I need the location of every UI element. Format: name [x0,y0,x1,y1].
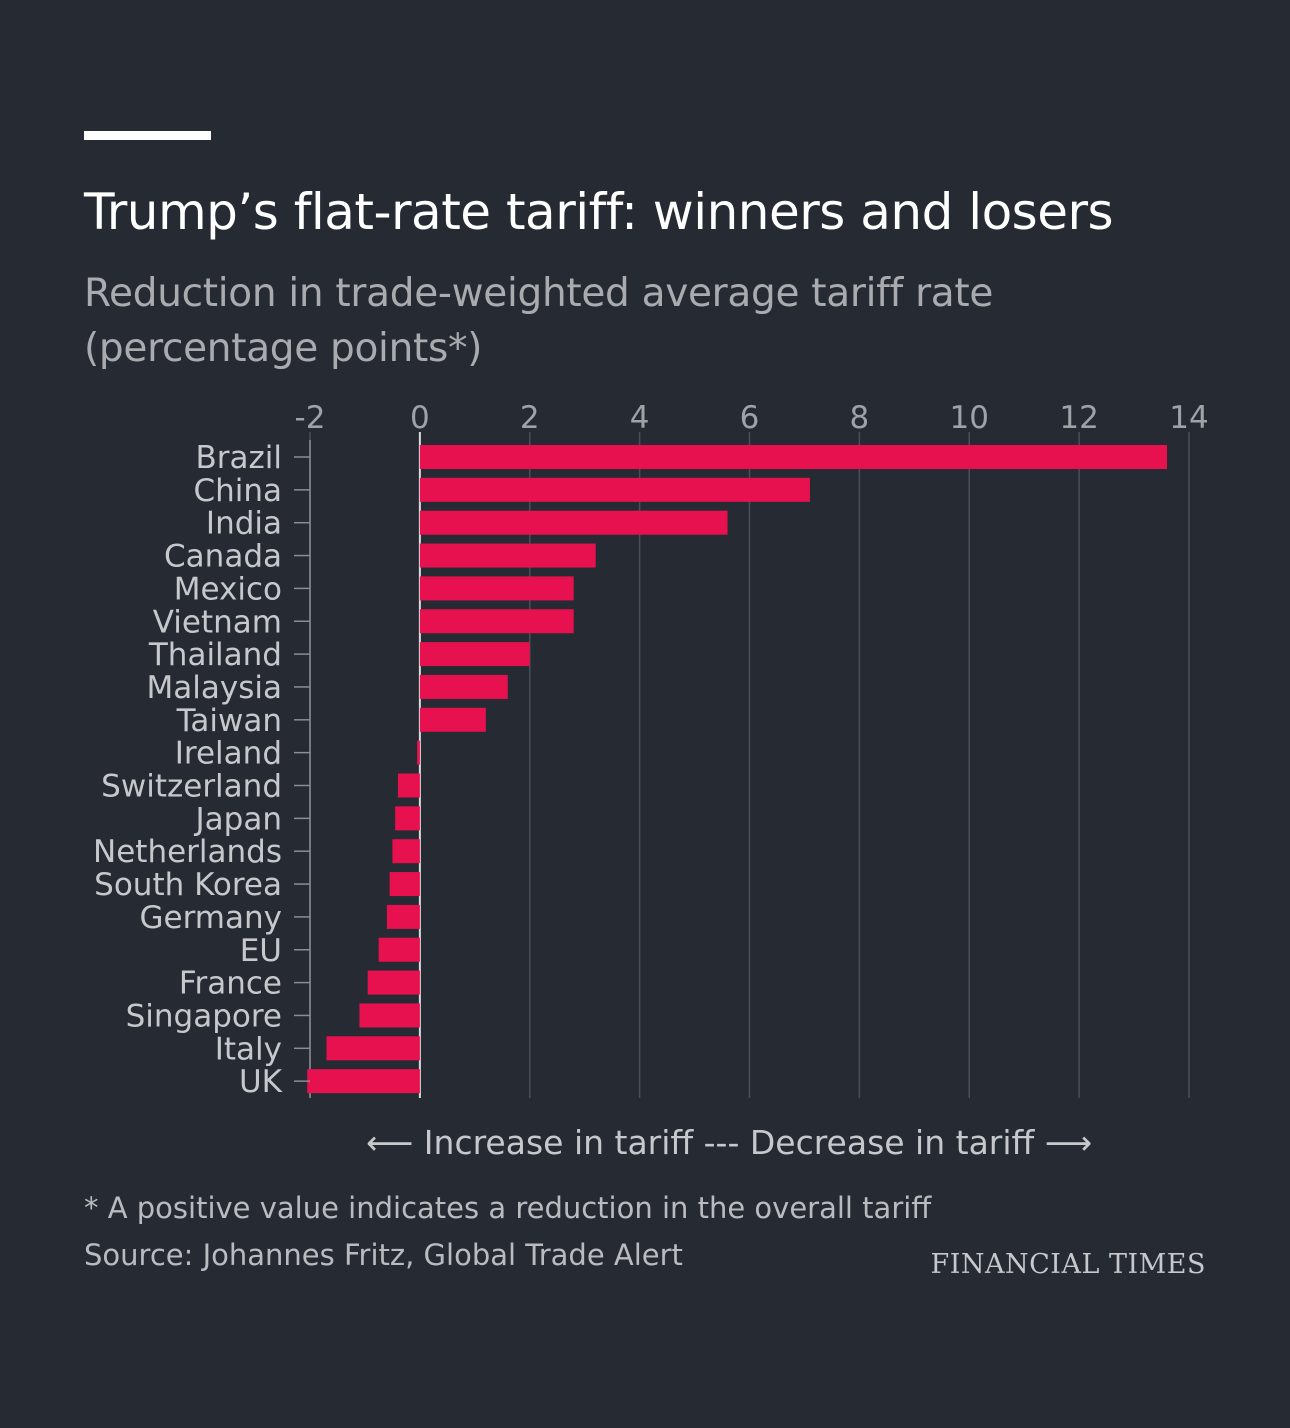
chart-subtitle: Reduction in trade-weighted average tari… [84,271,994,371]
category-label: Mexico [174,571,282,607]
category-label: France [179,966,282,1002]
bar [419,576,574,601]
category-label: Switzerland [101,769,282,805]
category-label: Italy [215,1031,282,1067]
category-label: Germany [140,900,282,936]
category-label: UK [239,1064,283,1100]
category-label: Vietnam [153,604,282,640]
category-label: Canada [164,539,282,575]
category-label: EU [240,933,282,969]
x-tick-label: 2 [520,400,540,436]
x-tick-label: 8 [850,400,870,436]
bar [392,839,420,864]
category-label: Ireland [175,736,282,772]
chart-title: Trump’s flat-rate tariff: winners and lo… [84,183,1114,241]
bar-chart: -2 0 2 4 6 8 10 12 14 BrazilChinaIndiaCanadaMexic… [93,400,1209,1100]
category-label: China [193,473,282,509]
bar [419,609,574,634]
category-label: Thailand [148,637,282,673]
bar [419,510,728,535]
bar [395,806,420,831]
bar [389,872,420,897]
direction-annotation: ⟵ Increase in tariff --- Decrease in tar… [366,1123,1093,1162]
bar [419,642,530,667]
bar [419,543,596,568]
x-tick-label: 6 [740,400,760,436]
x-tick-label: 10 [950,400,989,436]
x-tick-label: 14 [1169,400,1208,436]
x-tick-label: 4 [630,400,650,436]
bar [367,970,420,995]
bar [419,674,508,699]
bar [419,477,810,502]
category-label: Netherlands [93,834,282,870]
bar [419,445,1168,469]
title-rule [84,131,211,140]
x-tick-label: 0 [410,400,430,436]
category-label: Japan [194,801,282,837]
category-label: Brazil [195,440,282,476]
bar [397,773,420,798]
bar [359,1003,420,1028]
category-label: Malaysia [147,670,282,706]
bar [417,740,420,765]
bar [386,904,420,929]
category-label: South Korea [94,867,282,903]
category-label: Singapore [126,998,282,1034]
bar [419,707,486,732]
bar [307,1069,420,1094]
x-tick-label: -2 [295,400,326,436]
financial-times-logo: FINANCIAL TIMES [930,1249,1206,1280]
category-label: India [206,506,282,542]
category-label: Taiwan [176,703,282,739]
bar [378,937,420,962]
x-tick-label: 12 [1059,400,1098,436]
footnote: * A positive value indicates a reduction… [84,1191,932,1225]
source-note: Source: Johannes Fritz, Global Trade Ale… [84,1238,683,1272]
bar [326,1036,420,1061]
